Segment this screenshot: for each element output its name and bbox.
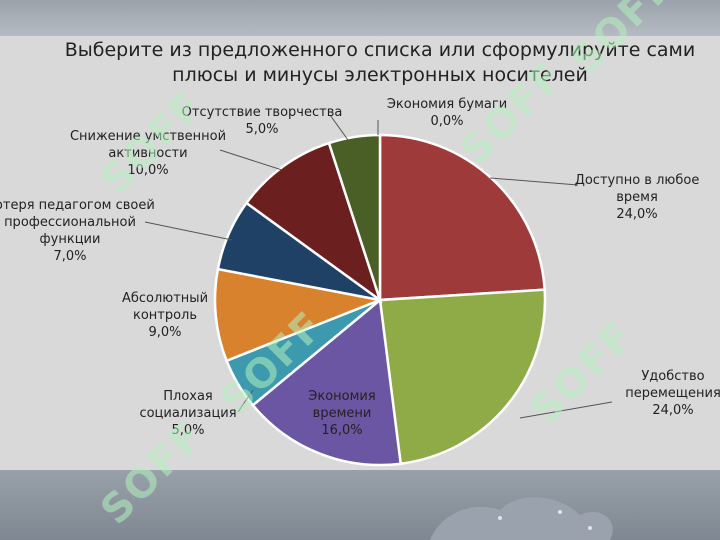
slice-label-text: активности: [108, 146, 188, 161]
slice-label: Абсолютный контроль 9,0%: [122, 290, 208, 341]
slice-label: Снижение умственной активности 10,0%: [70, 128, 226, 179]
slice-label: Потеря педагогом своей профессиональной фу…: [0, 197, 155, 265]
leader-line: [519, 401, 613, 419]
slide-top-band: [0, 0, 720, 36]
slice-label: Экономия времени 16,0%: [308, 388, 375, 439]
slice-label-text: времени: [312, 406, 372, 421]
slice-label-text: перемещения: [625, 386, 720, 401]
slice-label-text: Снижение умственной: [69, 129, 227, 144]
slice-label-text: время: [616, 190, 658, 205]
slice-label: Плохая социализация 5,0%: [139, 388, 236, 439]
pie-slice: [244, 141, 383, 304]
chart-title-line-1: Выберите из предложенного списка или сфо…: [64, 39, 696, 61]
pie-slice: [327, 133, 382, 301]
slice-label: Экономия бумаги 0,0%: [387, 96, 507, 130]
slice-value-label: 5,0%: [245, 122, 279, 137]
slice-label-text: Отсутствие творчества: [181, 105, 343, 120]
slice-label-text: профессиональной: [4, 215, 136, 230]
slice-label-text: контроль: [132, 308, 198, 323]
slice-label-text: Доступно в любое: [574, 173, 700, 188]
slice-value-label: 5,0%: [171, 423, 205, 438]
slice-value-label: 24,0%: [652, 403, 694, 418]
pie-slices: [213, 133, 547, 467]
slice-value-label: 9,0%: [148, 325, 182, 340]
pie-slice: [378, 133, 546, 302]
slice-label-text: Экономия: [308, 389, 376, 404]
slice-value-label: 24,0%: [616, 207, 658, 222]
leader-line: [237, 389, 254, 413]
slice-value-label: 0,0%: [430, 114, 464, 129]
chart-title: Выберите из предложенного списка или сфо…: [60, 38, 700, 88]
pie-slice: [213, 267, 385, 363]
slice-label-text: Потеря педагогом своей: [0, 198, 155, 213]
pie-slice: [251, 297, 403, 467]
leader-lines: [144, 114, 613, 419]
slice-label: Отсутствие творчества 5,0%: [182, 104, 343, 138]
slice-label: Доступно в любое время 24,0%: [575, 172, 700, 223]
slice-label-text: функции: [39, 232, 101, 247]
slice-label: Удобство перемещения 24,0%: [625, 368, 720, 419]
leader-line: [489, 177, 579, 186]
chart-title-line-2: плюсы и минусы электронных носителей: [172, 64, 588, 86]
slice-label-text: Плохая: [163, 389, 213, 404]
slice-label-text: социализация: [139, 406, 237, 421]
leader-line: [219, 149, 283, 171]
slice-label-text: Абсолютный: [121, 291, 209, 306]
slice-label-text: Экономия бумаги: [386, 97, 508, 112]
map-decoration: [430, 497, 613, 540]
slice-value-label: 16,0%: [321, 423, 363, 438]
pie-slice: [378, 288, 547, 466]
leader-line: [144, 221, 233, 241]
slide-bottom-band: [0, 470, 720, 540]
slice-value-label: 10,0%: [127, 163, 169, 178]
slice-label-text: Удобство: [641, 369, 705, 384]
leader-line: [329, 114, 349, 141]
slice-value-label: 7,0%: [53, 249, 87, 264]
